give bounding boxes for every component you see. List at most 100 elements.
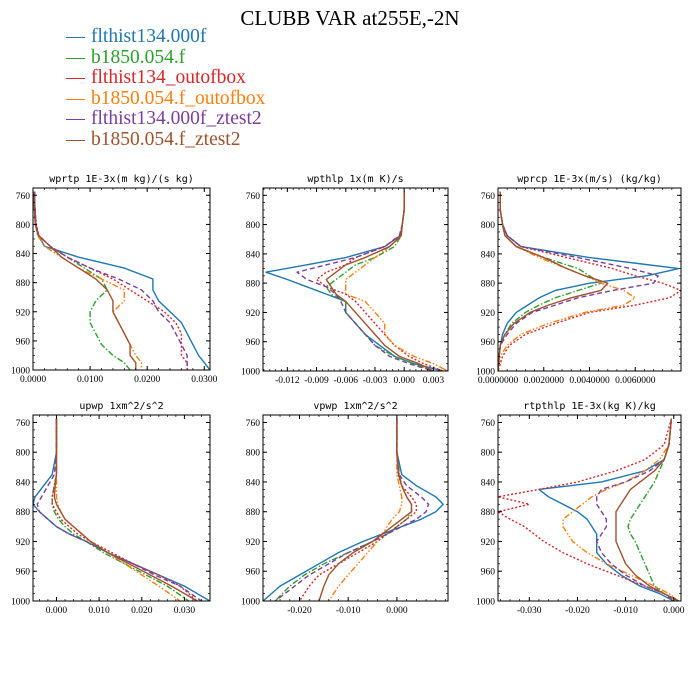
legend-label-2: b1850.054.f [91, 46, 186, 68]
y-tick-label: 800 [481, 221, 496, 231]
chart-title: wprtp 1E-3x(m kg)/(s kg) [49, 174, 194, 185]
series-line [538, 418, 675, 601]
chart-title: upwp 1xm^2/s^2 [79, 401, 163, 412]
x-tick-label: 0.0000 [20, 375, 46, 385]
series-line [34, 191, 188, 370]
chart-panel-4: upwp 1xm^2/s^2 760 800 840 880 920 960 1000 0.00… [11, 401, 211, 616]
y-tick-label: 1000 [476, 368, 495, 378]
series-line [498, 191, 636, 371]
x-tick-label: -0.012 [275, 376, 300, 386]
series-line [498, 418, 679, 601]
chart-panel-2: wpthlp 1x(m K)/s 760 800 840 880 920 960 1000 -0… [241, 174, 449, 386]
series-line [51, 418, 198, 601]
x-tick-label: -0.010 [613, 606, 638, 616]
series-line [498, 191, 659, 371]
x-tick-label: -0.010 [336, 606, 361, 616]
y-tick-label: 920 [16, 308, 31, 318]
series-line [298, 418, 418, 601]
y-tick-label: 1000 [241, 368, 260, 378]
y-tick-label: 880 [481, 280, 496, 290]
chart-title: vpwp 1xm^2/s^2 [313, 401, 397, 412]
series-line [318, 418, 413, 601]
series-line [263, 418, 444, 601]
series-line [315, 191, 444, 371]
x-tick-label: 0.000 [393, 376, 415, 386]
page-title: CLUBB VAR at255E,-2N [240, 6, 460, 30]
legend-swatch-2 [66, 57, 85, 59]
x-tick-label: 0.0200 [134, 375, 160, 385]
y-tick-label: 760 [246, 192, 261, 202]
y-tick-label: 960 [246, 338, 261, 348]
chart-title: wpthlp 1x(m K)/s [307, 174, 403, 185]
legend-label-1: flthist134.000f [91, 26, 207, 47]
y-tick-label: 1000 [11, 598, 30, 608]
y-tick-label: 880 [16, 508, 31, 518]
x-tick-label: 0.0000000 [478, 376, 519, 386]
x-tick-label: -0.009 [304, 376, 329, 386]
plot-frame [262, 414, 449, 602]
y-tick-label: 840 [16, 250, 31, 260]
chart-title: rtpthlp 1E-3x(kg K)/kg [523, 401, 655, 412]
y-tick-label: 880 [246, 280, 261, 290]
x-tick-label: 0.0100 [77, 375, 103, 385]
y-tick-label: 960 [481, 568, 496, 578]
series-line [33, 191, 143, 370]
y-tick-label: 1000 [11, 367, 30, 377]
plot-frame [497, 414, 682, 602]
chart-panel-5: vpwp 1xm^2/s^2 760 800 840 880 920 960 1000 -0.0… [241, 401, 449, 616]
y-tick-label: 920 [481, 538, 496, 548]
y-tick-label: 960 [16, 568, 31, 578]
y-tick-label: 760 [246, 419, 261, 429]
series-line [562, 418, 680, 601]
y-tick-label: 960 [16, 337, 31, 347]
y-tick-label: 760 [16, 192, 31, 202]
series-line [33, 191, 131, 370]
series-line [325, 191, 434, 371]
chart-title: wprcp 1E-3x(m/s) (kg/kg) [517, 174, 662, 185]
plot-frame [262, 187, 449, 372]
y-tick-label: 960 [246, 568, 261, 578]
x-tick-label: 0.000 [46, 606, 68, 616]
legend-swatch-1 [66, 37, 85, 38]
series-line [296, 191, 434, 371]
series-line [34, 191, 188, 370]
legend-swatch-5 [66, 119, 85, 121]
series-line [325, 191, 434, 371]
x-tick-label: 0.000 [386, 606, 408, 616]
series-line [596, 418, 675, 601]
series-line [498, 191, 602, 371]
y-tick-label: 840 [246, 250, 261, 260]
y-tick-label: 920 [246, 309, 261, 319]
x-tick-label: -0.003 [363, 376, 388, 386]
legend-swatch-3 [66, 78, 85, 80]
y-tick-label: 800 [246, 449, 261, 459]
series-line [33, 191, 137, 370]
legend-label-4: b1850.054.f_outofbox [91, 87, 266, 109]
plot-frame [497, 187, 682, 372]
plot-frame [32, 414, 211, 602]
x-tick-label: 0.0020000 [524, 376, 565, 386]
series-line [36, 418, 202, 601]
legend-swatch-6 [66, 139, 85, 141]
y-tick-label: 800 [246, 221, 261, 231]
y-tick-label: 800 [481, 449, 496, 459]
y-tick-label: 880 [481, 508, 496, 518]
y-tick-label: 800 [16, 221, 31, 231]
series-line [615, 418, 679, 601]
y-tick-label: 840 [481, 250, 496, 260]
x-tick-label: -0.030 [517, 606, 542, 616]
chart-panel-3: wprcp 1E-3x(m/s) (kg/kg) 760 800 840 880 920 9… [476, 174, 682, 386]
y-tick-label: 960 [481, 338, 496, 348]
series-line [53, 418, 198, 601]
legend-label-6: b1850.054.f_ztest2 [91, 128, 241, 150]
legend-swatch-4 [66, 98, 85, 100]
x-tick-label: 0.003 [423, 376, 445, 386]
series-line [627, 418, 679, 601]
x-tick-label: 0.000 [663, 606, 685, 616]
y-tick-label: 880 [16, 279, 31, 289]
y-tick-label: 920 [481, 309, 496, 319]
x-tick-label: 0.0040000 [569, 376, 610, 386]
y-tick-label: 920 [246, 538, 261, 548]
y-tick-label: 840 [481, 478, 496, 488]
